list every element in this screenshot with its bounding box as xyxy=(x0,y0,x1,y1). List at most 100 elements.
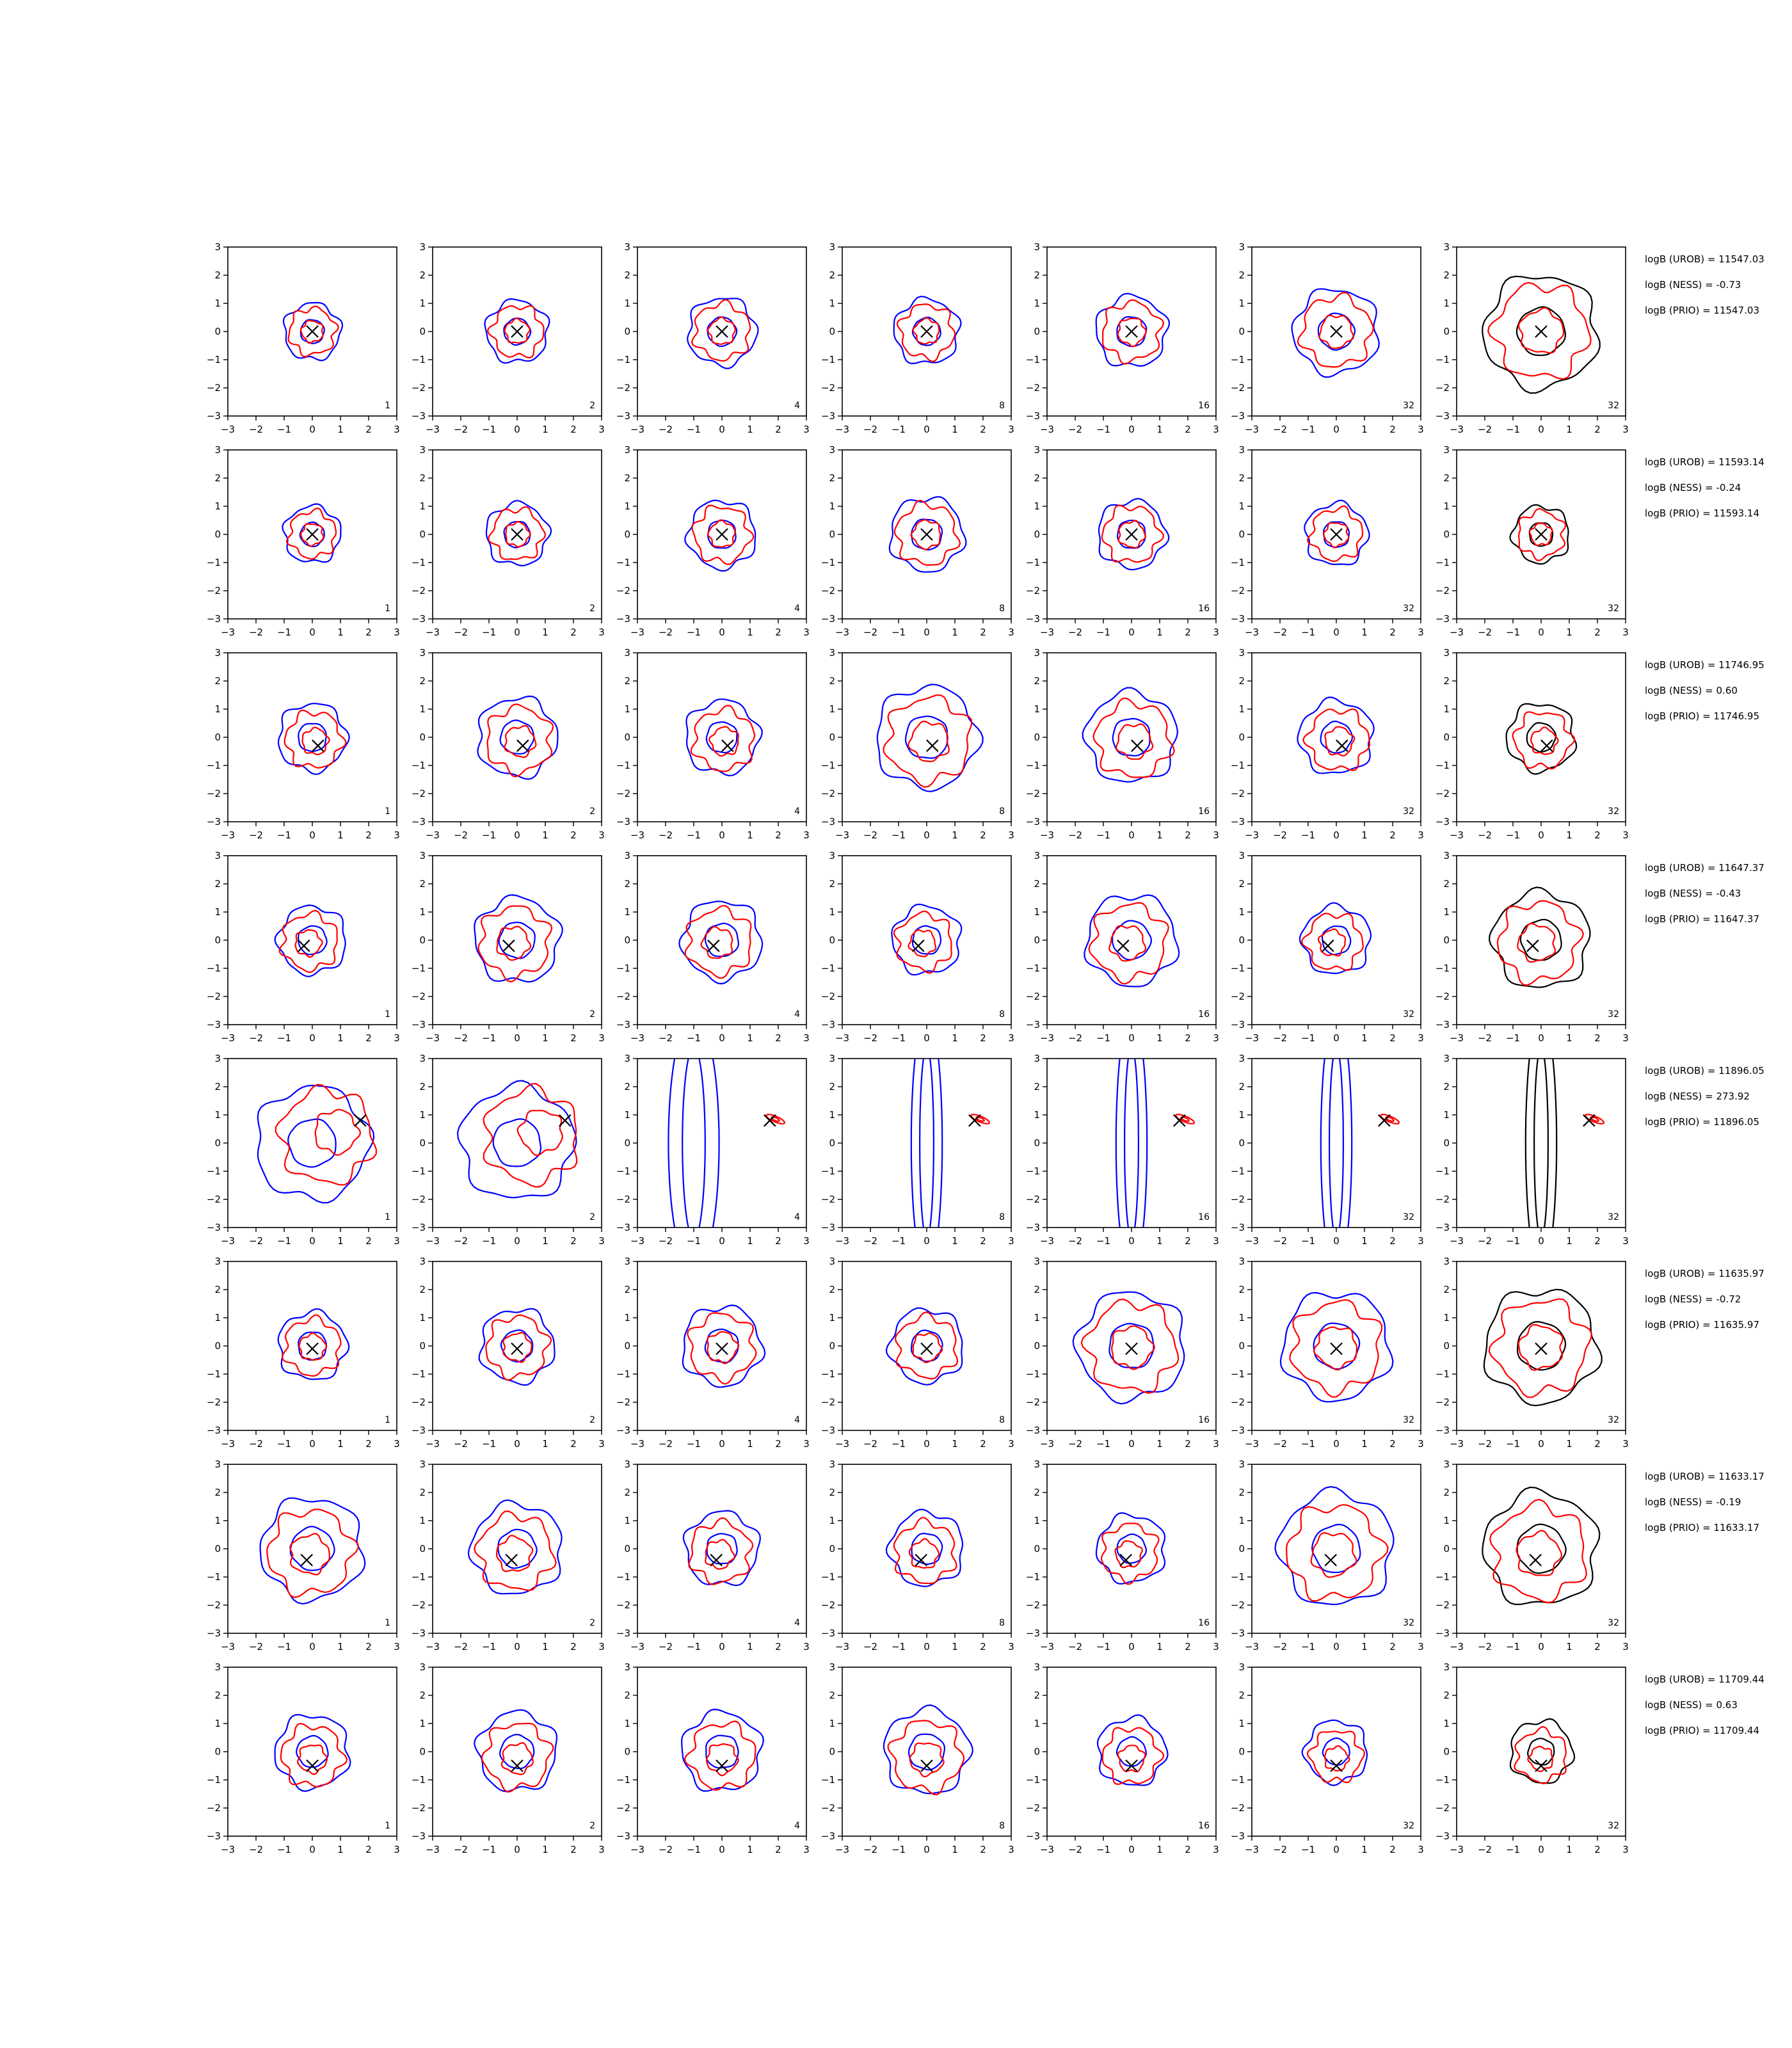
posterior-core-contour xyxy=(705,1743,739,1777)
x-tick-label: 2 xyxy=(570,829,577,841)
x-tick-label: 3 xyxy=(394,1235,400,1247)
y-tick-label: 3 xyxy=(1443,1053,1450,1064)
x-tick-label: 2 xyxy=(365,1641,372,1652)
contours xyxy=(1274,1485,1395,1605)
true-value-marker xyxy=(716,325,728,338)
x-tick-label: 0 xyxy=(1128,1032,1135,1044)
y-tick-label: 1 xyxy=(1443,703,1450,715)
y-tick-label: 0 xyxy=(1034,732,1040,743)
inner-contour xyxy=(682,1059,706,1228)
y-tick-label: −2 xyxy=(412,788,426,799)
panel-label: 4 xyxy=(794,604,800,614)
y-tick-label: −2 xyxy=(1231,991,1245,1002)
panel-label: 2 xyxy=(589,401,595,411)
y-tick-label: 3 xyxy=(419,647,426,659)
y-tick-label: −1 xyxy=(1436,354,1450,365)
panel-r3-c3: −3−3 −2 −2 −1 −1 0 0 1 1 2 2 3 3 4 xyxy=(616,647,810,841)
true-value-marker xyxy=(505,1553,518,1567)
panel-r6-c5: −3−3 −2 −2 −1 −1 0 0 1 1 2 2 3 3 16 xyxy=(1026,1256,1219,1450)
y-tick-label: 1 xyxy=(1443,1515,1450,1526)
y-tick-label: −2 xyxy=(821,1194,835,1205)
inner-contour xyxy=(1123,1059,1140,1228)
true-value-marker xyxy=(312,739,324,752)
posterior-contour xyxy=(691,299,751,362)
x-tick-label: 0 xyxy=(719,1844,725,1855)
contours xyxy=(477,695,559,780)
x-tick-label: −1 xyxy=(1301,1844,1315,1855)
panel-r3-c7: −3−3 −2 −2 −1 −1 0 0 1 1 2 2 3 3 32 xyxy=(1436,647,1629,841)
y-tick-label: 3 xyxy=(624,241,630,253)
y-tick-label: 3 xyxy=(1443,1459,1450,1470)
y-tick-label: −1 xyxy=(821,760,835,771)
outer-contour xyxy=(257,1084,375,1204)
panel-label: 32 xyxy=(1403,401,1414,411)
y-tick-label: 1 xyxy=(1238,1515,1245,1526)
x-tick-label: −1 xyxy=(1096,627,1110,638)
posterior-core-contour xyxy=(908,720,950,762)
x-tick-label: −3 xyxy=(1040,424,1054,435)
y-tick-label: −3 xyxy=(821,1222,835,1233)
contours xyxy=(1297,696,1375,774)
x-tick-label: −3 xyxy=(426,829,440,841)
y-tick-label: 3 xyxy=(1034,1256,1040,1267)
y-tick-label: −3 xyxy=(1026,410,1040,422)
y-tick-label: 3 xyxy=(1034,241,1040,253)
x-tick-label: 2 xyxy=(775,829,781,841)
x-tick-label: 3 xyxy=(598,424,605,435)
x-tick-label: 1 xyxy=(542,1438,548,1450)
y-tick-label: 0 xyxy=(1238,732,1245,743)
posterior-contour xyxy=(1380,1114,1400,1124)
contours xyxy=(1320,1059,1400,1228)
y-tick-label: 0 xyxy=(419,326,426,337)
y-tick-label: −3 xyxy=(1231,613,1245,625)
y-tick-label: 2 xyxy=(1238,1487,1245,1498)
true-value-marker xyxy=(1330,528,1343,541)
true-value-marker xyxy=(354,1114,367,1127)
y-tick-label: −1 xyxy=(207,1571,221,1583)
x-tick-label: −1 xyxy=(892,1235,906,1247)
contours xyxy=(474,1709,558,1793)
x-tick-label: −3 xyxy=(1040,627,1054,638)
x-tick-label: 3 xyxy=(1213,829,1219,841)
x-tick-label: 1 xyxy=(542,1844,548,1855)
y-tick-label: −1 xyxy=(616,557,630,568)
x-tick-label: 2 xyxy=(570,1641,577,1652)
axes-frame xyxy=(227,1058,397,1228)
axes-frame xyxy=(1251,1261,1421,1431)
y-tick-label: −2 xyxy=(1026,1396,1040,1408)
posterior-core-contour xyxy=(301,726,330,756)
axes-frame xyxy=(227,1464,397,1634)
x-tick-label: −1 xyxy=(1301,424,1315,435)
y-tick-label: 2 xyxy=(624,1284,630,1295)
panel-label: 8 xyxy=(999,1618,1005,1628)
panel-label: 1 xyxy=(385,401,390,411)
x-tick-label: −3 xyxy=(630,1032,644,1044)
x-tick-label: 2 xyxy=(980,1438,986,1450)
true-value-marker xyxy=(306,528,319,541)
x-tick-label: 0 xyxy=(1333,829,1340,841)
x-tick-label: 2 xyxy=(980,1032,986,1044)
y-tick-label: −1 xyxy=(412,354,426,365)
outer-contour xyxy=(1072,1291,1185,1405)
contours xyxy=(484,298,550,364)
x-tick-label: −3 xyxy=(1040,829,1054,841)
x-tick-label: 3 xyxy=(1418,1235,1424,1247)
y-tick-label: −3 xyxy=(412,410,426,422)
x-tick-label: −1 xyxy=(1506,1032,1520,1044)
x-tick-label: −1 xyxy=(277,829,291,841)
posterior-core-contour xyxy=(1516,1530,1563,1576)
true-value-marker xyxy=(721,739,734,752)
y-tick-label: −1 xyxy=(616,354,630,365)
panel-r8-c4: −3−3 −2 −2 −1 −1 0 0 1 1 2 2 3 3 8 xyxy=(821,1661,1014,1855)
true-value-marker xyxy=(1125,1759,1138,1772)
x-tick-label: 1 xyxy=(542,1032,548,1044)
x-tick-label: 2 xyxy=(570,424,577,435)
true-value-marker xyxy=(710,1553,723,1567)
x-tick-label: 3 xyxy=(1008,424,1014,435)
y-tick-label: 0 xyxy=(829,1137,835,1149)
y-tick-label: −3 xyxy=(1231,1628,1245,1639)
y-tick-label: −2 xyxy=(1436,991,1450,1002)
logb-annotation: logB (PRIO) = 11635.97 xyxy=(1645,1319,1759,1331)
x-tick-label: 0 xyxy=(1538,1032,1544,1044)
x-tick-label: 3 xyxy=(394,1641,400,1652)
